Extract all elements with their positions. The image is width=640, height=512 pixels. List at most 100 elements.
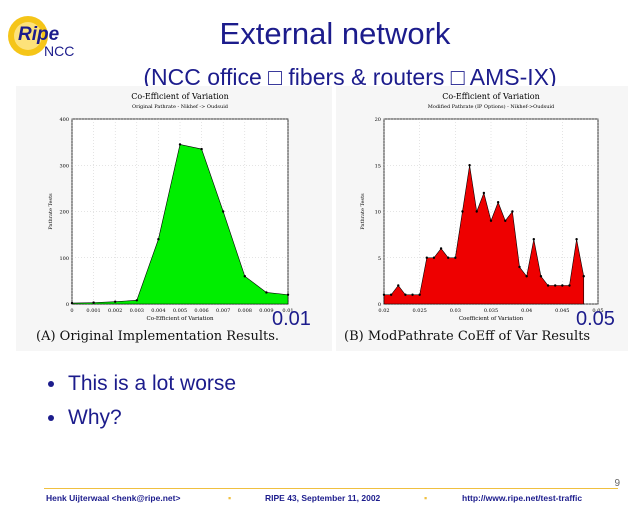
data-point [468,164,471,167]
slide-subtitle: (NCC office □ fibers & routers □ AMS-IX) [143,64,557,90]
x-tick-label: 0 [70,308,73,314]
chart-title: Co-Efficient of Variation [131,92,228,101]
data-point [432,256,436,259]
y-tick-label: 300 [59,163,69,169]
data-point [411,293,414,296]
x-tick-label: 0.009 [259,308,273,314]
data-point [389,293,393,296]
y-tick-label: 200 [59,210,69,216]
y-tick-label: 400 [59,117,69,123]
x-tick-label: 0.035 [484,308,498,314]
x-tick-label: 0.01 [282,308,293,314]
bullet-dot-icon [48,415,54,421]
data-point [454,256,457,259]
data-point [425,256,428,259]
x-axis-label: Coefficient of Variation [459,316,524,322]
data-point [397,284,400,287]
y-axis-label: Pathrate Tests [48,193,54,230]
x-tick-label: 0.03 [450,308,461,314]
x-tick-label: 0.001 [86,308,100,314]
x-tick-label: 0.02 [378,308,389,314]
data-point [286,293,290,296]
data-point [447,256,450,259]
y-axis-label: Pathrate Tests [360,193,366,230]
bullet-item: This is a lot worse [48,372,236,396]
logo-text-ripe: Ripe [18,24,60,45]
data-point [568,284,571,287]
x-tick-label: 0.007 [216,308,230,314]
data-point [439,247,443,250]
x-tick-label: 0.05 [592,308,603,314]
chart-b: Co-Efficient of Variation Modified Pathra… [360,92,604,322]
data-point [243,275,246,278]
footer-event: RIPE 43, September 11, 2002 [265,493,381,503]
footer-url: http://www.ripe.net/test-traffic [462,493,583,503]
caption-b: (B) ModPathrate CoEff of Var Results [344,329,591,344]
slide-title: External network [219,16,451,51]
y-tick-label: 0 [378,302,381,308]
corner-label-b: 0.05 [576,308,615,330]
data-point [518,265,521,269]
data-point [511,210,514,213]
data-area [71,144,289,305]
data-point [222,210,225,213]
data-point [482,191,486,195]
footer-separator-icon: ▪ [424,493,428,503]
data-point [200,147,203,151]
y-tick-label: 20 [375,117,381,123]
data-point [575,238,578,241]
data-point [546,284,550,287]
chart-subtitle: Modified Pathrate (IP Options) - Nikhef-… [428,103,555,110]
data-point [504,219,507,222]
data-point [475,210,478,213]
x-tick-label: 0.006 [194,308,208,314]
data-point [114,300,117,303]
chart-panel-b: Co-Efficient of Variation Modified Pathra… [336,86,628,351]
data-point [532,238,535,241]
data-point [418,293,421,296]
y-tick-label: 0 [66,302,69,308]
chart-title: Co-Efficient of Variation [442,92,539,101]
bullet-dot-icon [48,381,54,387]
page-number: 9 [614,478,620,489]
bullet-text: This is a lot worse [68,372,237,395]
y-tick-label: 100 [59,256,69,262]
data-point [404,293,407,296]
data-point [178,143,182,146]
data-point [554,284,557,287]
y-tick-label: 5 [378,256,381,262]
data-point [70,301,74,305]
data-point [525,275,528,278]
y-tick-label: 10 [375,210,381,216]
data-point [265,291,268,294]
footer-divider [44,488,618,489]
footer-separator-icon: ▪ [228,493,232,503]
x-axis-label: Co-Efficient of Variation [147,316,214,322]
data-point [496,201,500,204]
data-point [92,301,95,304]
chart-subtitle: Original Pathrate - Nikhef -> Oudsuid [132,104,229,110]
logo-text-ncc: NCC [44,43,74,59]
x-tick-label: 0.003 [130,308,144,314]
bullet-item: Why? [48,406,236,430]
data-point [582,275,585,278]
ripe-ncc-logo: Ripe NCC [6,8,80,64]
x-tick-label: 0.045 [555,308,569,314]
x-tick-label: 0.004 [151,308,165,314]
data-point [135,299,138,302]
chart-a: Co-Efficient of Variation Original Pathra… [48,92,294,322]
data-point [382,293,386,296]
data-point [157,238,160,241]
x-tick-label: 0.002 [108,308,122,314]
chart-panel-a: Co-Efficient of Variation Original Pathra… [16,86,332,351]
corner-label-a: 0.01 [272,308,311,330]
x-tick-label: 0.005 [173,308,187,314]
caption-a: (A) Original Implementation Results. [36,329,280,344]
logo-graphic: Ripe NCC [8,16,74,59]
x-tick-label: 0.025 [413,308,427,314]
y-tick-label: 15 [375,163,381,169]
data-point [539,275,543,278]
data-point [461,210,464,213]
bullet-text: Why? [68,406,122,429]
x-tick-label: 0.008 [238,308,252,314]
